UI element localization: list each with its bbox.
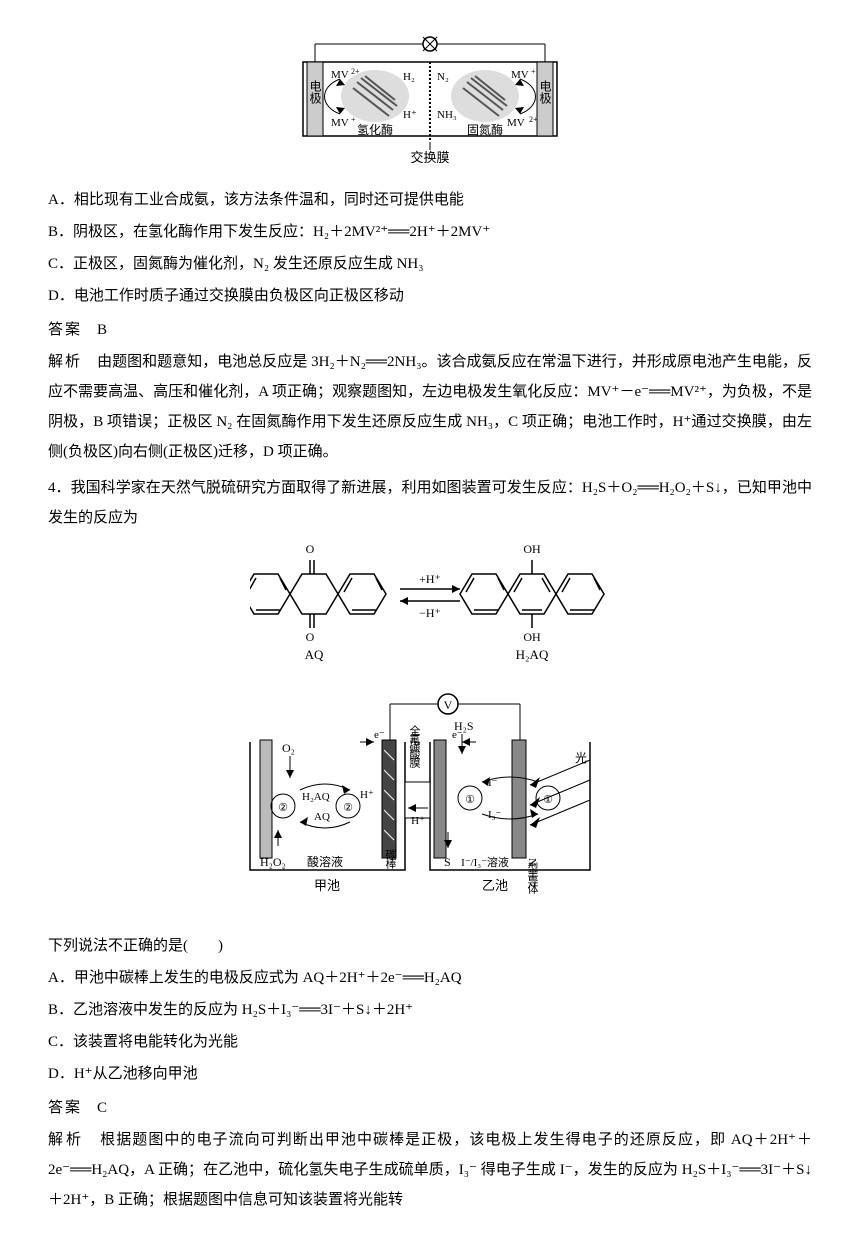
svg-text:H₂AQ: H₂AQ (516, 647, 549, 662)
svg-text:②: ② (278, 802, 288, 814)
fig2-svg: O O AQ +H⁺ −H⁺ OH OH H₂AQ (250, 539, 610, 669)
explain-text: 由题图和题意知，电池总反应是 3H₂＋N₂══2NH₃。该合成氨反应在常温下进行… (48, 354, 812, 460)
svg-text:−H⁺: −H⁺ (419, 606, 441, 620)
q3-choice-d: D．电池工作时质子通过交换膜由负极区向正极区移动 (48, 281, 812, 311)
q3-choice-a: A．相比现有工业合成氨，该方法条件温和，同时还可提供电能 (48, 185, 812, 215)
svg-text:N₂: N₂ (437, 71, 449, 83)
svg-text:交换膜: 交换膜 (410, 150, 449, 164)
svg-text:H₂O₂: H₂O₂ (260, 855, 286, 869)
explain-text: 根据题图中的电子流向可判断出甲池中碳棒是正极，该电极上发生得电子的还原反应，即 … (48, 1132, 812, 1208)
answer-label: 答案 (48, 322, 82, 338)
svg-text:H₂S: H₂S (454, 719, 474, 733)
svg-text:MV: MV (507, 117, 525, 129)
q4-answer: 答案 C (48, 1093, 812, 1123)
svg-text:O: O (306, 542, 315, 556)
svg-text:②: ② (343, 802, 353, 814)
svg-text:NH₃: NH₃ (437, 109, 457, 121)
fig1-svg: 电极 电极 MV2+ MV+ H₂ H⁺ 氢化酶 N₂ NH₃ MV+ MV2+… (285, 34, 575, 164)
answer-value: C (97, 1100, 107, 1116)
svg-text:+: + (351, 115, 356, 124)
svg-text:+H⁺: +H⁺ (419, 572, 441, 586)
svg-text:电极: 电极 (308, 80, 322, 104)
svg-text:e⁻: e⁻ (374, 729, 385, 741)
svg-text:AQ: AQ (305, 647, 324, 662)
svg-text:I₃⁻: I₃⁻ (488, 809, 501, 821)
q3-choice-c: C．正极区，固氮酶为催化剂，N₂ 发生还原反应生成 NH₃ (48, 249, 812, 279)
svg-text:AQ: AQ (314, 811, 330, 823)
svg-text:氢化酶: 氢化酶 (357, 122, 393, 137)
figure-3: V O₂ H₂O₂ ② H₂AQ AQ ② H⁺ (48, 690, 812, 921)
svg-text:V: V (444, 698, 453, 712)
explain-label: 解析 (48, 1132, 84, 1148)
svg-text:N型半导体: N型半导体 (526, 858, 539, 894)
svg-text:H₂: H₂ (403, 71, 415, 83)
answer-value: B (97, 322, 107, 338)
svg-text:O: O (306, 630, 315, 644)
svg-text:2+: 2+ (351, 67, 360, 76)
q4-choice-b: B．乙池溶液中发生的反应为 H₂S＋I₃⁻══3I⁻＋S↓＋2H⁺ (48, 995, 812, 1025)
q3-choice-b: B．阴极区，在氢化酶作用下发生反应：H₂＋2MV²⁺══2H⁺＋2MV⁺ (48, 217, 812, 247)
svg-text:H⁺: H⁺ (403, 109, 417, 121)
svg-text:+: + (531, 67, 536, 76)
q4-stem2: 下列说法不正确的是( ) (48, 931, 812, 961)
svg-text:O₂: O₂ (282, 741, 295, 755)
svg-text:①: ① (465, 794, 475, 806)
q4-choice-d: D．H⁺从乙池移向甲池 (48, 1059, 812, 1089)
svg-text:I⁻/I₃⁻溶液: I⁻/I₃⁻溶液 (461, 855, 509, 869)
svg-text:H⁺: H⁺ (411, 815, 425, 827)
svg-text:MV: MV (331, 117, 349, 129)
explain-label: 解析 (48, 354, 82, 370)
svg-text:S: S (444, 855, 451, 869)
q3-answer: 答案 B (48, 315, 812, 345)
svg-text:MV: MV (331, 69, 349, 81)
figure-2: O O AQ +H⁺ −H⁺ OH OH H₂AQ (48, 539, 812, 680)
svg-text:MV: MV (511, 69, 529, 81)
svg-text:甲池: 甲池 (314, 878, 340, 893)
figure-1: 电极 电极 MV2+ MV+ H₂ H⁺ 氢化酶 N₂ NH₃ MV+ MV2+… (48, 34, 812, 175)
svg-text:2+: 2+ (529, 115, 538, 124)
svg-text:H₂AQ: H₂AQ (302, 791, 330, 803)
q4-choice-c: C．该装置将电能转化为光能 (48, 1027, 812, 1057)
q4-stem1: 4．我国科学家在天然气脱硫研究方面取得了新进展，利用如图装置可发生反应：H₂S＋… (48, 473, 812, 533)
svg-text:固氮酶: 固氮酶 (467, 122, 503, 137)
svg-text:H⁺: H⁺ (360, 789, 374, 801)
svg-text:光: 光 (575, 751, 587, 765)
svg-text:电极: 电极 (538, 80, 552, 104)
q4-choice-a: A．甲池中碳棒上发生的电极反应式为 AQ＋2H⁺＋2e⁻══H₂AQ (48, 963, 812, 993)
svg-text:碳棒: 碳棒 (384, 848, 397, 870)
svg-text:OH: OH (523, 542, 541, 556)
q3-explain: 解析 由题图和题意知，电池总反应是 3H₂＋N₂══2NH₃。该合成氨反应在常温… (48, 347, 812, 467)
svg-text:酸溶液: 酸溶液 (307, 854, 343, 869)
svg-text:OH: OH (523, 630, 541, 644)
q4-explain: 解析 根据题图中的电子流向可判断出甲池中碳棒是正极，该电极上发生得电子的还原反应… (48, 1125, 812, 1215)
svg-text:乙池: 乙池 (482, 878, 508, 893)
answer-label: 答案 (48, 1100, 82, 1116)
fig3-svg: V O₂ H₂O₂ ② H₂AQ AQ ② H⁺ (230, 690, 630, 910)
svg-text:全氟磺酸膜: 全氟磺酸膜 (408, 724, 421, 769)
